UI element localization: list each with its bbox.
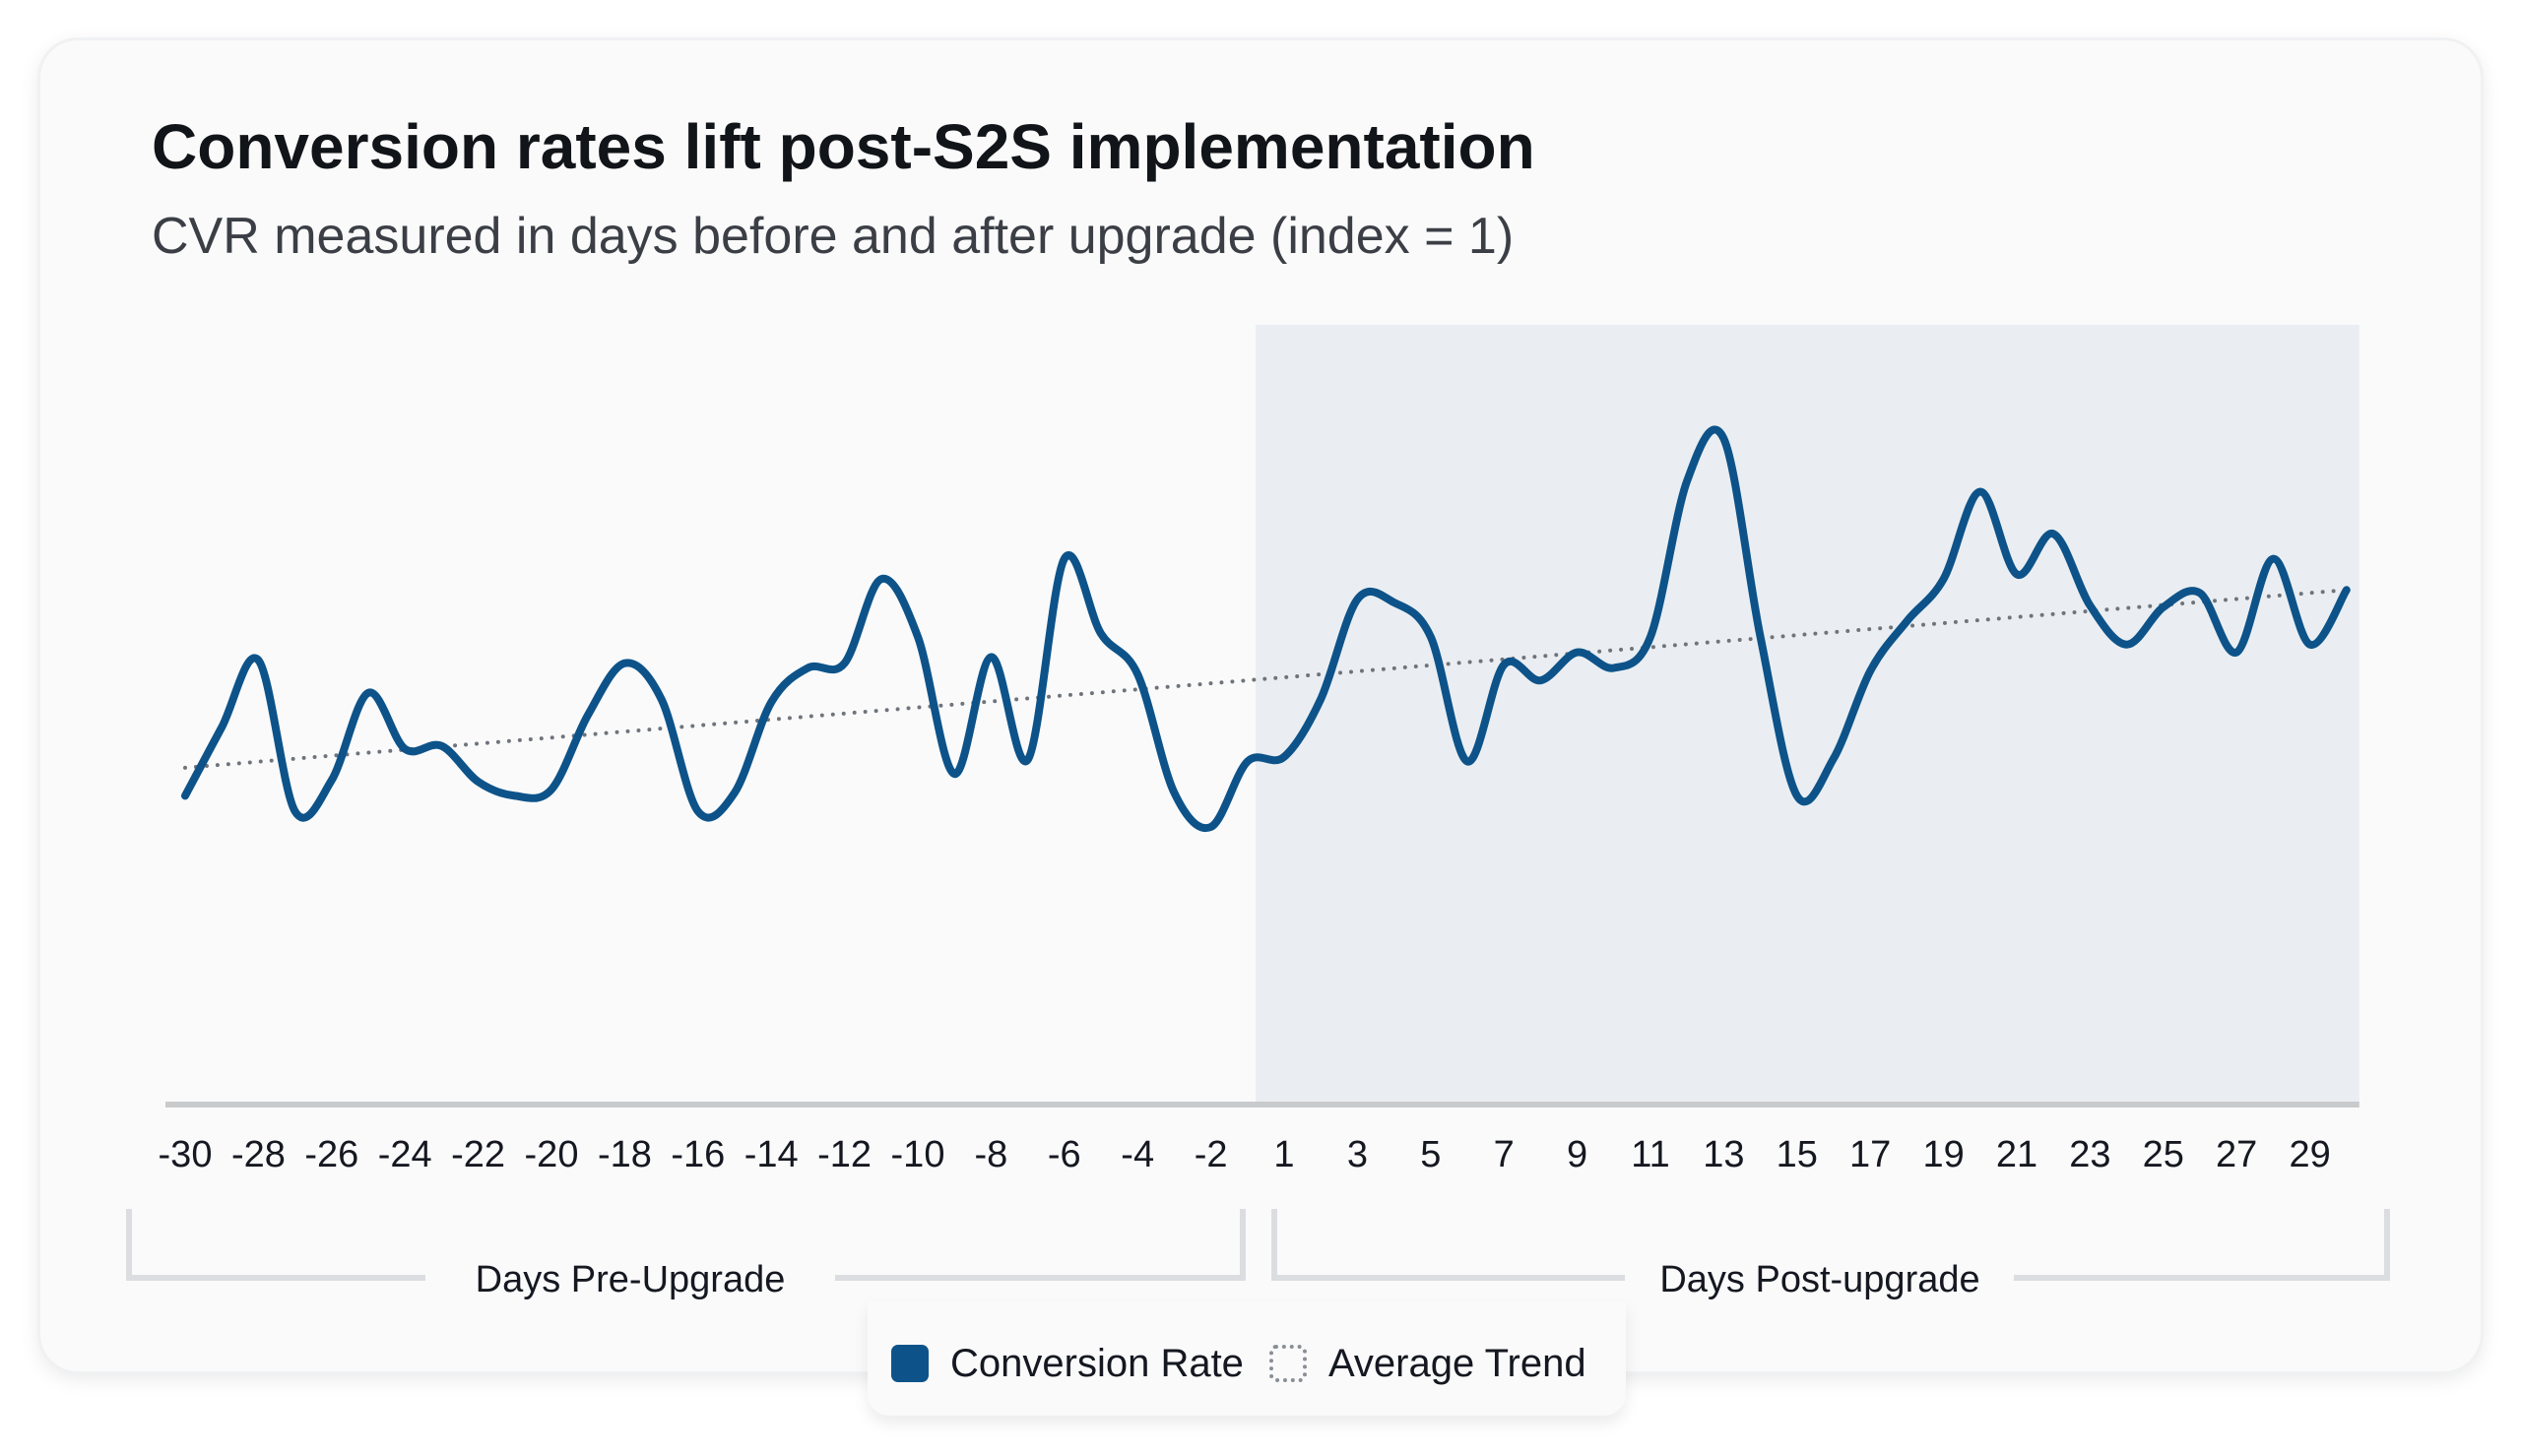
x-tick-label: 29 (2289, 1134, 2330, 1175)
legend-item-conversion-rate[interactable]: Conversion Rate (891, 1342, 1244, 1386)
x-tick-label: -8 (975, 1134, 1008, 1175)
x-tick-label: 21 (1996, 1134, 2037, 1175)
x-tick-label: 13 (1703, 1134, 1744, 1175)
conversion-rate-swatch (891, 1345, 929, 1382)
x-tick-label: 17 (1849, 1134, 1891, 1175)
group-brackets: Days Pre-Upgrade Days Post-upgrade (126, 1209, 2390, 1300)
group-bracket (126, 1209, 1246, 1281)
x-tick-label: 15 (1777, 1134, 1818, 1175)
x-tick-label: 9 (1567, 1134, 1587, 1175)
x-tick-label: -18 (598, 1134, 652, 1175)
x-tick-label: 23 (2069, 1134, 2110, 1175)
x-tick-label: -4 (1121, 1134, 1154, 1175)
group-label: Days Pre-Upgrade (476, 1259, 786, 1300)
legend: Conversion Rate Average Trend (891, 1334, 1586, 1393)
legend-label-average-trend: Average Trend (1327, 1341, 1586, 1385)
x-tick-label: -2 (1195, 1134, 1228, 1175)
x-tick-label: 1 (1273, 1134, 1294, 1175)
legend-label-conversion-rate: Conversion Rate (950, 1341, 1244, 1385)
x-tick-label: -14 (744, 1134, 799, 1175)
x-tick-label: -6 (1048, 1134, 1081, 1175)
x-tick-label: 7 (1494, 1134, 1515, 1175)
x-tick-label: 19 (1922, 1134, 1964, 1175)
x-tick-labels: -30 -28 -26 -24 -22 -20 -18 -16 -14 -12 -10 -8 -6 -4-… (159, 1134, 2331, 1175)
average-trend-line (183, 588, 2349, 770)
post-upgrade-shaded-region (1256, 325, 2359, 1105)
x-tick-label: -30 (159, 1134, 213, 1175)
x-tick-label: 5 (1420, 1134, 1441, 1175)
x-tick-label: -20 (525, 1134, 579, 1175)
x-tick-label: -24 (378, 1134, 432, 1175)
group-label: Days Post-upgrade (1659, 1259, 1979, 1300)
x-tick-label: 11 (1631, 1134, 1669, 1175)
x-tick-label: -10 (891, 1134, 945, 1175)
x-tick-label: 3 (1347, 1134, 1368, 1175)
x-tick-label: 25 (2143, 1134, 2184, 1175)
chart-title: Conversion rates lift post-S2S implement… (152, 111, 1535, 182)
group-bracket (1271, 1209, 2390, 1281)
x-tick-label: -16 (671, 1134, 725, 1175)
chart-subtitle: CVR measured in days before and after up… (152, 208, 1515, 265)
average-trend-swatch (1268, 1345, 1307, 1382)
x-tick-label: 27 (2216, 1134, 2257, 1175)
x-tick-label: -28 (231, 1134, 286, 1175)
legend-panel (868, 1301, 1626, 1416)
legend-item-average-trend[interactable]: Average Trend (1268, 1341, 1586, 1386)
x-tick-label: -12 (817, 1134, 872, 1175)
x-tick-label: -22 (451, 1134, 505, 1175)
conversion-rate-line (181, 425, 2351, 833)
x-tick-label: -26 (304, 1134, 358, 1175)
